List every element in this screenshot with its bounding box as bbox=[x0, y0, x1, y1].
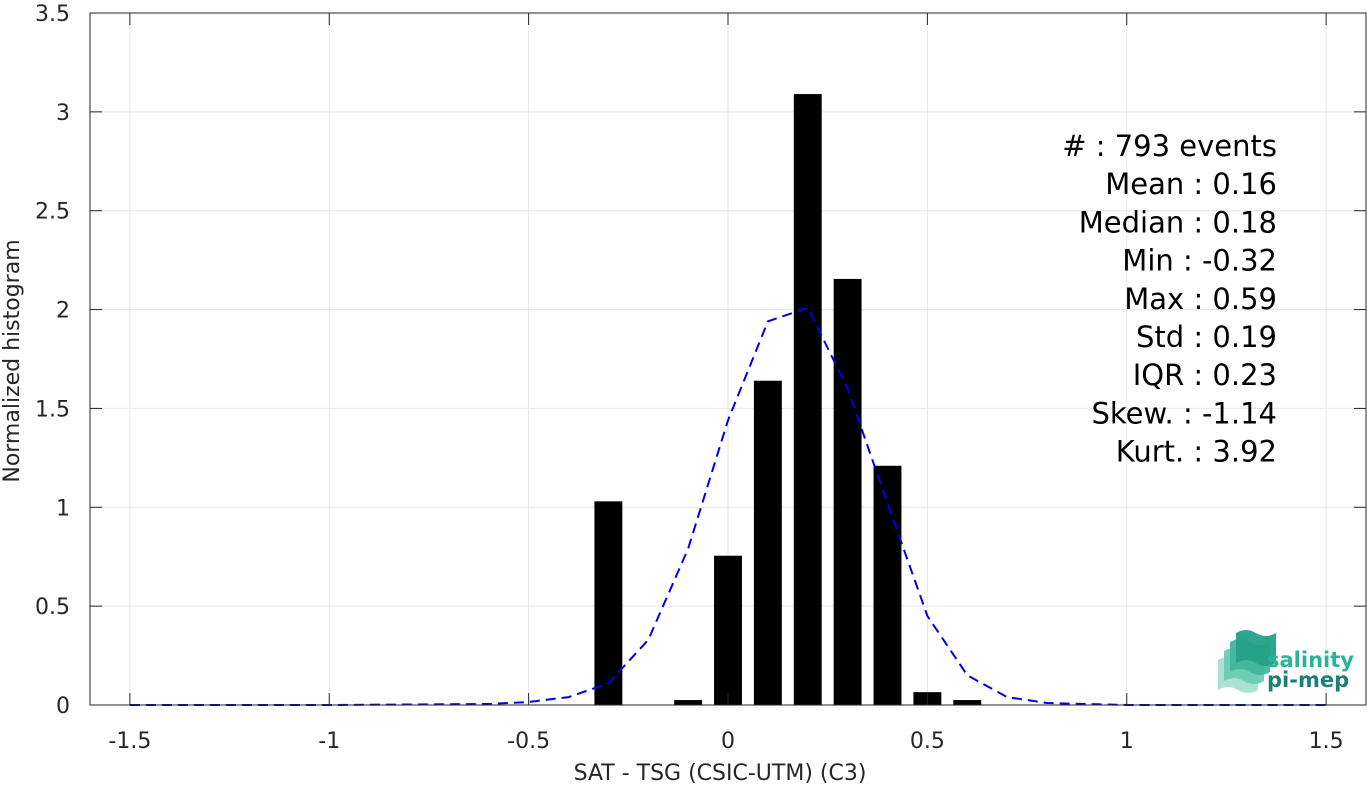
tick-labels: -1.5 -1 -0.5 0 0.5 1 1.5 0 0.5 1 1.5 2 2.5 3 3.5 bbox=[35, 2, 1344, 754]
histogram-bar bbox=[793, 94, 822, 705]
x-tick-label: -1 bbox=[318, 729, 340, 754]
grid-lines bbox=[90, 12, 1366, 706]
logo-text-salinity: salinity bbox=[1267, 648, 1354, 672]
y-tick-label: 0 bbox=[56, 694, 70, 719]
stat-line: Max : 0.59 bbox=[1124, 282, 1277, 316]
x-tick-label: -1.5 bbox=[108, 729, 151, 754]
y-tick-label: 2.5 bbox=[35, 200, 70, 225]
histogram-bar bbox=[953, 700, 982, 705]
stat-line: Median : 0.18 bbox=[1079, 205, 1277, 239]
histogram-bar bbox=[594, 501, 623, 705]
histogram-bar bbox=[674, 700, 703, 705]
histogram-bar bbox=[714, 555, 742, 705]
stat-line: Mean : 0.16 bbox=[1105, 167, 1277, 201]
stat-line: Kurt. : 3.92 bbox=[1116, 435, 1277, 469]
x-axis-label: SAT - TSG (CSIC-UTM) (C3) bbox=[574, 761, 867, 785]
y-tick-label: 3.5 bbox=[35, 2, 70, 27]
y-tick-label: 0.5 bbox=[35, 595, 70, 620]
x-tick-label: -0.5 bbox=[507, 729, 550, 754]
histogram-bars bbox=[594, 94, 982, 705]
x-tick-label: 1.5 bbox=[1309, 729, 1344, 754]
y-tick-label: 1.5 bbox=[35, 397, 70, 422]
logo-wave-layer bbox=[1236, 630, 1276, 666]
y-tick-label: 3 bbox=[56, 101, 70, 126]
stat-line: Skew. : -1.14 bbox=[1091, 396, 1277, 430]
axis-ticks bbox=[90, 12, 1366, 706]
stat-line: Min : -0.32 bbox=[1122, 244, 1277, 278]
stats-annotation: # : 793 events Mean : 0.16 Median : 0.18 Mi… bbox=[1062, 129, 1277, 469]
salinity-pi-mep-logo: salinity pi-mep bbox=[1218, 630, 1354, 693]
histogram-bar bbox=[873, 465, 902, 705]
x-tick-label: 0 bbox=[721, 729, 735, 754]
y-axis-label: Normalized histogram bbox=[0, 239, 25, 482]
stat-line: IQR : 0.23 bbox=[1133, 358, 1277, 392]
logo-text-pi-mep: pi-mep bbox=[1267, 668, 1349, 692]
x-tick-label: 0.5 bbox=[910, 729, 945, 754]
histogram-bar bbox=[833, 278, 862, 705]
x-tick-label: 1 bbox=[1120, 729, 1134, 754]
stat-line: # : 793 events bbox=[1062, 129, 1277, 163]
histogram-bar bbox=[753, 380, 782, 705]
y-tick-label: 1 bbox=[56, 496, 70, 521]
stat-line: Std : 0.19 bbox=[1136, 320, 1277, 354]
logo-mark-icon bbox=[1218, 630, 1276, 693]
fit-curve bbox=[129, 306, 1327, 706]
y-tick-label: 2 bbox=[56, 299, 70, 324]
